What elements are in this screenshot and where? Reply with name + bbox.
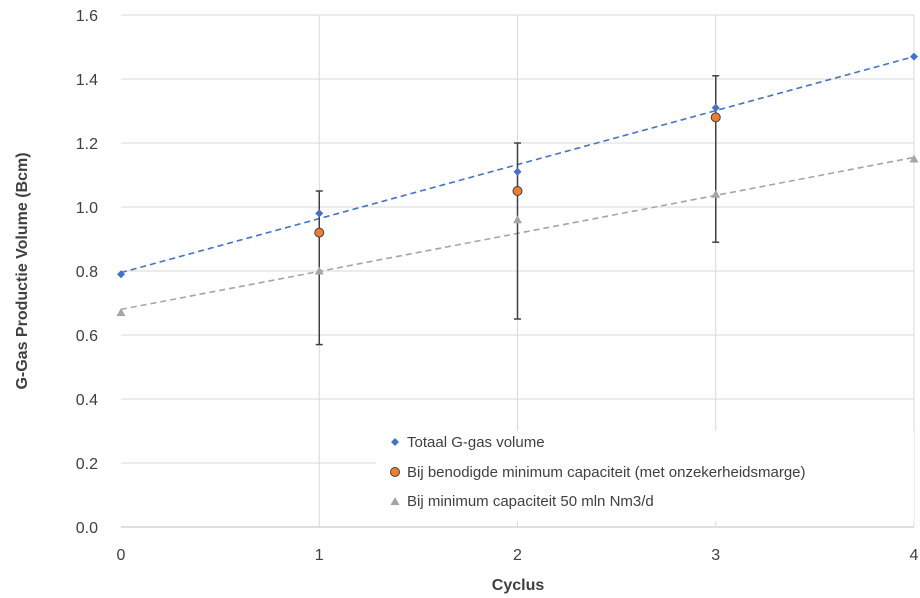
y-tick-label: 0.0: [76, 520, 98, 537]
x-tick-label: 1: [315, 547, 324, 564]
circle-point: [512, 186, 523, 196]
x-tick-label: 3: [711, 547, 720, 564]
triangle-point: [711, 189, 721, 198]
y-tick-label: 0.2: [76, 456, 98, 473]
x-tick-labels: 0 1 2 3 4: [117, 547, 919, 564]
data-points: [116, 52, 919, 317]
y-tick-label: 0.8: [76, 264, 98, 281]
legend: Totaal G-gas volume Bij benodigde minimu…: [376, 431, 914, 521]
legend-label-benodigde: Bij benodigde minimum capaciteit (met on…: [407, 464, 806, 481]
x-tick-label: 2: [513, 547, 522, 564]
y-tick-label: 1.0: [76, 200, 98, 217]
y-tick-label: 1.2: [76, 136, 98, 153]
legend-item-totaal: Totaal G-gas volume: [391, 434, 545, 451]
legend-background: [376, 431, 914, 521]
diamond-point: [117, 270, 125, 279]
y-tick-label: 1.4: [76, 72, 98, 89]
circle-point: [314, 227, 325, 238]
triangle-point: [314, 266, 324, 275]
triangle-point: [513, 215, 522, 224]
legend-triangle-marker: [390, 497, 400, 505]
legend-item-benodigde: Bij benodigde minimum capaciteit (met on…: [390, 464, 806, 481]
triangle-point: [909, 154, 919, 163]
diamond-point: [513, 167, 522, 176]
diamond-point: [315, 209, 324, 218]
y-tick-label: 0.6: [76, 328, 98, 345]
y-axis-title: G-Gas Productie Volume (Bcm): [14, 152, 31, 389]
legend-label-minimum: Bij minimum capaciteit 50 mln Nm3/d: [407, 493, 654, 510]
legend-diamond-marker: [391, 438, 399, 446]
diamond-point: [711, 103, 720, 112]
legend-item-minimum: Bij minimum capaciteit 50 mln Nm3/d: [390, 493, 654, 510]
triangle-point: [116, 308, 126, 317]
y-tick-label: 1.6: [76, 8, 98, 25]
x-axis-title: Cyclus: [492, 577, 545, 594]
legend-circle-marker: [390, 467, 400, 477]
y-tick-labels: 0.0 0.2 0.4 0.6 0.8 1.0 1.2 1.4 1.6: [76, 8, 98, 537]
x-tick-label: 4: [910, 547, 919, 564]
legend-label-totaal: Totaal G-gas volume: [407, 434, 545, 451]
diamond-point: [910, 52, 918, 61]
circle-point: [710, 112, 721, 123]
x-tick-label: 0: [117, 547, 126, 564]
y-tick-label: 0.4: [76, 392, 98, 409]
